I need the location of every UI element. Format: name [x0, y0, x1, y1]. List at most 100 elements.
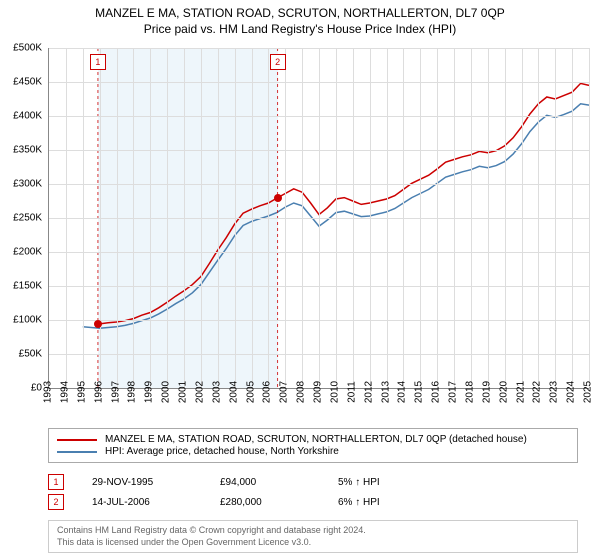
- x-axis-label: 2000: [161, 381, 172, 403]
- y-axis-label: £50K: [0, 349, 42, 360]
- x-axis-label: 2006: [262, 381, 273, 403]
- legend-row: MANZEL E MA, STATION ROAD, SCRUTON, NORT…: [57, 434, 569, 445]
- gridline-v: [589, 48, 590, 388]
- series-property: [98, 83, 589, 324]
- x-axis-label: 2003: [211, 381, 222, 403]
- chart-title: MANZEL E MA, STATION ROAD, SCRUTON, NORT…: [0, 6, 600, 20]
- sale-index-box: 2: [48, 494, 64, 510]
- sale-marker-box: 1: [90, 54, 106, 70]
- sale-marker-dot: [94, 320, 102, 328]
- y-axis-label: £250K: [0, 213, 42, 224]
- x-axis-label: 2005: [245, 381, 256, 403]
- y-axis-label: £150K: [0, 281, 42, 292]
- sale-hpi: 5% ↑ HPI: [338, 477, 578, 488]
- gridline-v: [572, 48, 573, 388]
- x-axis-label: 2012: [363, 381, 374, 403]
- y-axis-label: £500K: [0, 43, 42, 54]
- x-axis-label: 2008: [296, 381, 307, 403]
- x-axis-label: 2019: [481, 381, 492, 403]
- gridline-v: [471, 48, 472, 388]
- x-axis-label: 2007: [279, 381, 290, 403]
- sale-price: £94,000: [220, 477, 310, 488]
- gridline-v: [252, 48, 253, 388]
- gridline-v: [83, 48, 84, 388]
- gridline-v: [387, 48, 388, 388]
- x-axis-label: 2014: [397, 381, 408, 403]
- x-axis-label: 2010: [329, 381, 340, 403]
- x-axis-label: 1996: [93, 381, 104, 403]
- x-axis-label: 2025: [583, 381, 594, 403]
- gridline-v: [218, 48, 219, 388]
- legend-row: HPI: Average price, detached house, Nort…: [57, 446, 569, 457]
- sale-row: 214-JUL-2006£280,0006% ↑ HPI: [48, 494, 578, 510]
- gridline-v: [336, 48, 337, 388]
- y-axis-label: £350K: [0, 145, 42, 156]
- gridline-v: [302, 48, 303, 388]
- gridline-v: [488, 48, 489, 388]
- x-axis-label: 1999: [144, 381, 155, 403]
- x-axis-label: 2017: [448, 381, 459, 403]
- legend: MANZEL E MA, STATION ROAD, SCRUTON, NORT…: [48, 428, 578, 463]
- y-axis-label: £200K: [0, 247, 42, 258]
- sale-index-box: 1: [48, 474, 64, 490]
- gridline-v: [420, 48, 421, 388]
- gridline-v: [403, 48, 404, 388]
- title-block: MANZEL E MA, STATION ROAD, SCRUTON, NORT…: [0, 0, 600, 36]
- x-axis-label: 2020: [498, 381, 509, 403]
- x-axis-label: 1994: [59, 381, 70, 403]
- legend-label: HPI: Average price, detached house, Nort…: [105, 446, 339, 457]
- gridline-v: [555, 48, 556, 388]
- footer-line2: This data is licensed under the Open Gov…: [57, 537, 569, 549]
- attribution-footer: Contains HM Land Registry data © Crown c…: [48, 520, 578, 553]
- x-axis-label: 1995: [76, 381, 87, 403]
- x-axis-label: 2024: [566, 381, 577, 403]
- gridline-v: [117, 48, 118, 388]
- legend-swatch: [57, 451, 97, 453]
- y-axis-label: £300K: [0, 179, 42, 190]
- legend-swatch: [57, 439, 97, 441]
- gridline-v: [522, 48, 523, 388]
- gridline-v: [235, 48, 236, 388]
- x-axis-label: 2004: [228, 381, 239, 403]
- x-axis-label: 2022: [532, 381, 543, 403]
- gridline-v: [370, 48, 371, 388]
- x-axis-label: 2001: [178, 381, 189, 403]
- gridline-v: [150, 48, 151, 388]
- y-axis-label: £450K: [0, 77, 42, 88]
- gridline-v: [201, 48, 202, 388]
- chart-container: MANZEL E MA, STATION ROAD, SCRUTON, NORT…: [0, 0, 600, 560]
- x-axis-label: 2011: [346, 381, 357, 403]
- gridline-v: [505, 48, 506, 388]
- x-axis-label: 2016: [431, 381, 442, 403]
- gridline-v: [100, 48, 101, 388]
- legend-label: MANZEL E MA, STATION ROAD, SCRUTON, NORT…: [105, 434, 527, 445]
- gridline-v: [268, 48, 269, 388]
- gridline-v: [285, 48, 286, 388]
- x-axis-label: 2002: [194, 381, 205, 403]
- sale-marker-dot: [274, 194, 282, 202]
- gridline-v: [66, 48, 67, 388]
- chart-subtitle: Price paid vs. HM Land Registry's House …: [0, 22, 600, 36]
- footer-line1: Contains HM Land Registry data © Crown c…: [57, 525, 569, 537]
- y-axis-label: £100K: [0, 315, 42, 326]
- x-axis-label: 1993: [43, 381, 54, 403]
- chart-area: 12 £0£50K£100K£150K£200K£250K£300K£350K£…: [48, 48, 588, 388]
- sale-date: 29-NOV-1995: [92, 477, 192, 488]
- x-axis-label: 1997: [110, 381, 121, 403]
- plot-region: 12: [48, 48, 589, 389]
- sale-marker-box: 2: [270, 54, 286, 70]
- sale-hpi: 6% ↑ HPI: [338, 497, 578, 508]
- x-axis-label: 2009: [313, 381, 324, 403]
- x-axis-label: 1998: [127, 381, 138, 403]
- gridline-v: [167, 48, 168, 388]
- y-axis-label: £0: [0, 383, 42, 394]
- y-axis-label: £400K: [0, 111, 42, 122]
- gridline-v: [133, 48, 134, 388]
- sales-table: 1 29-NOV-1995 £94,000 5% ↑ HPI 2 14-JUL-2006 £…: [48, 470, 578, 514]
- sale-row: 1 29-NOV-1995 £94,000 5% ↑ HPI: [48, 474, 578, 490]
- x-axis-label: 2015: [414, 381, 425, 403]
- gridline-v: [437, 48, 438, 388]
- gridline-v: [538, 48, 539, 388]
- sale-date: 14-JUL-2006: [92, 497, 192, 508]
- x-axis-label: 2013: [380, 381, 391, 403]
